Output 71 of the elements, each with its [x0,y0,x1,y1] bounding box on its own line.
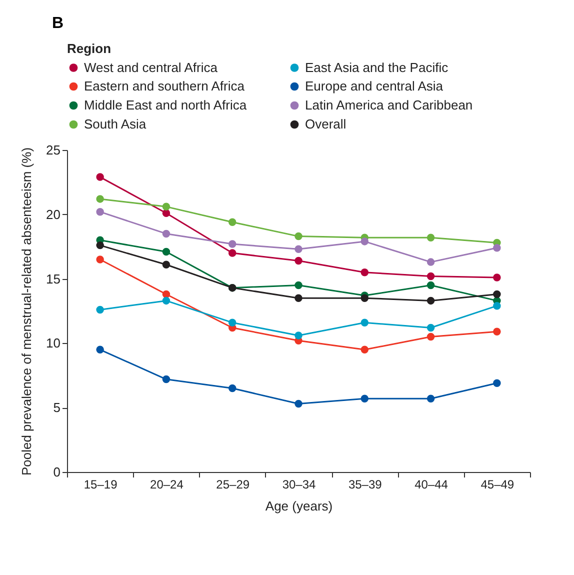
point [162,290,170,298]
legend-label: Europe and central Asia [305,78,444,94]
point [426,324,435,332]
point [360,294,369,302]
point [360,346,369,354]
point [162,248,170,256]
point [96,173,104,181]
point [294,256,302,265]
point [360,318,369,326]
point [96,241,104,250]
point [96,208,104,216]
x-tick-label: 30–34 [282,478,316,492]
legend-label: Latin America and Caribbean [305,98,473,112]
point [426,258,435,266]
legend-label: South Asia [84,116,147,132]
point [162,296,170,305]
point [493,379,501,387]
x-tick-label: 35–39 [348,478,382,492]
x-tick-label: 25–29 [216,478,250,492]
point [426,272,435,280]
y-axis-title: Pooled prevalence of menstrual-related absenteeism (%) [19,147,34,476]
point [228,384,236,392]
y-tick-label: 25 [46,142,60,158]
point [294,332,302,340]
point [228,218,236,226]
point [96,306,104,314]
point [294,281,302,290]
point [294,245,302,254]
x-tick-label: 15–19 [84,478,118,492]
point [426,394,435,402]
y-tick-label: 5 [53,400,60,416]
x-tick-label: 40–44 [414,478,448,492]
y-tick-label: 0 [53,464,60,480]
legend-label: East Asia and the Pacific [305,60,449,75]
point [228,249,236,257]
y-tick-label: 15 [46,271,60,286]
y-tick-label: 20 [46,206,60,222]
point [162,375,170,384]
legend-label: Eastern and southern Africa [84,78,246,94]
chart-title: B [52,15,64,32]
point [493,274,501,282]
point [493,302,501,310]
x-tick-label: 45–49 [480,478,514,492]
legend-label: West and central Africa [84,60,218,75]
legend-label: Middle East and north Africa [84,98,248,112]
point [96,195,104,203]
point [426,281,435,290]
point [360,238,369,246]
point [426,332,435,341]
point [162,230,170,238]
point [294,294,302,302]
point [162,260,170,268]
x-tick-label: 20–24 [150,478,184,492]
point [96,256,104,264]
legend-label: Overall [305,116,346,132]
legend-title: Region [67,41,112,56]
point [360,268,369,276]
point [294,400,302,408]
point [294,232,302,240]
point [162,202,170,211]
point [426,234,435,242]
point [228,318,236,326]
point [426,296,435,305]
x-axis-title: Age (years) [265,498,333,514]
point [493,244,501,252]
point [360,394,369,402]
point [228,240,236,248]
point [493,328,501,336]
point [96,346,104,354]
point [493,290,501,298]
y-tick-label: 10 [46,336,60,351]
